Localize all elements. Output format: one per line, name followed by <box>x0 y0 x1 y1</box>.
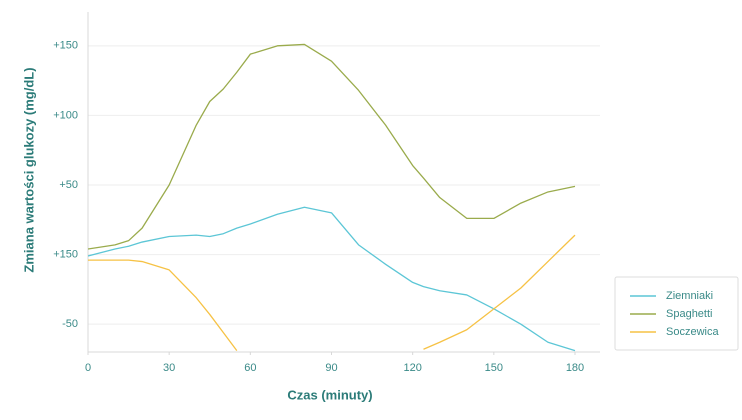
x-tick-label: 30 <box>163 362 175 374</box>
y-tick-label: +100 <box>53 109 78 121</box>
y-axis-title: Zmiana wartości glukozy (mg/dL) <box>21 67 36 272</box>
y-tick-label: +150 <box>53 248 78 260</box>
x-tick-label: 150 <box>485 362 503 374</box>
x-tick-label: 0 <box>85 362 91 374</box>
x-tick-label: 60 <box>244 362 256 374</box>
x-axis-title: Czas (minuty) <box>287 387 372 402</box>
series-line <box>88 206 576 352</box>
x-tick-label: 120 <box>403 362 421 374</box>
legend-label: Soczewica <box>666 326 719 338</box>
y-tick-label: -50 <box>62 318 78 330</box>
y-tick-label: +150 <box>53 40 78 52</box>
series-line <box>88 43 576 250</box>
legend-label: Spaghetti <box>666 308 712 320</box>
x-tick-label: 90 <box>325 362 337 374</box>
x-tick-label: 180 <box>566 362 584 374</box>
legend-label: Ziemniaki <box>666 290 713 302</box>
series-line <box>88 234 576 351</box>
y-tick-label: +50 <box>59 179 78 191</box>
